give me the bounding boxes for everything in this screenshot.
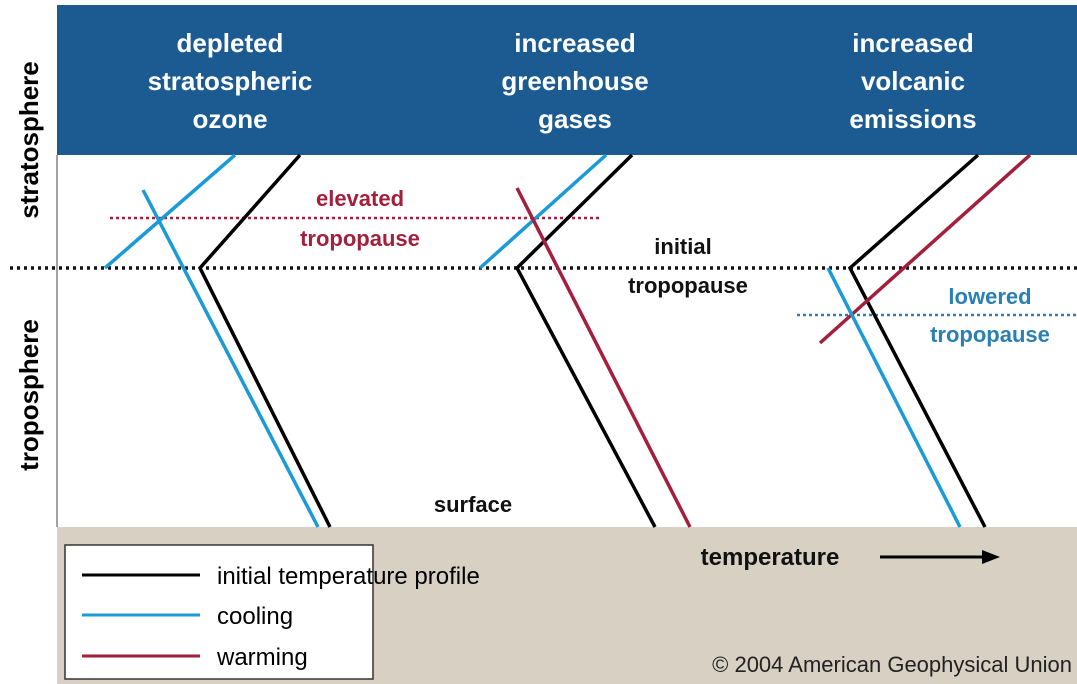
lowered-label: tropopause [930,322,1050,347]
initial-profile [847,153,987,528]
copyright: © 2004 American Geophysical Union [712,652,1072,677]
cooling-profile [826,267,962,528]
legend-entry: initial temperature profile [217,563,480,590]
cooling-profile [478,153,608,270]
warming-profile [818,153,1032,345]
column-title: increased [852,28,973,58]
column-title: stratospheric [148,66,313,96]
initial-profile [197,153,332,528]
elevated-label: elevated [316,186,404,211]
legend-entry: warming [216,644,308,671]
elevated-label: tropopause [300,226,420,251]
column-title: depleted [177,28,284,58]
column-title: emissions [849,104,976,134]
surface-label: surface [434,492,512,517]
column-title: volcanic [861,66,965,96]
temperature-label: temperature [701,544,840,571]
initial-profile [514,153,657,528]
lowered-label: lowered [948,284,1031,309]
initial-label: initial [654,234,711,259]
column-title: gases [538,104,612,134]
column-title: greenhouse [501,66,648,96]
arrowhead [982,550,1000,564]
stratosphere-label: stratosphere [14,61,44,219]
cooling-profile [141,189,320,528]
cooling-profile [103,153,237,270]
troposphere-label: troposphere [14,319,44,471]
profiles [103,153,1032,528]
legend-entry: cooling [217,603,293,630]
initial-label: tropopause [628,273,748,298]
stratosphere-band [57,5,1077,155]
column-title: ozone [192,104,267,134]
warming-profile [515,187,692,528]
column-title: increased [514,28,635,58]
